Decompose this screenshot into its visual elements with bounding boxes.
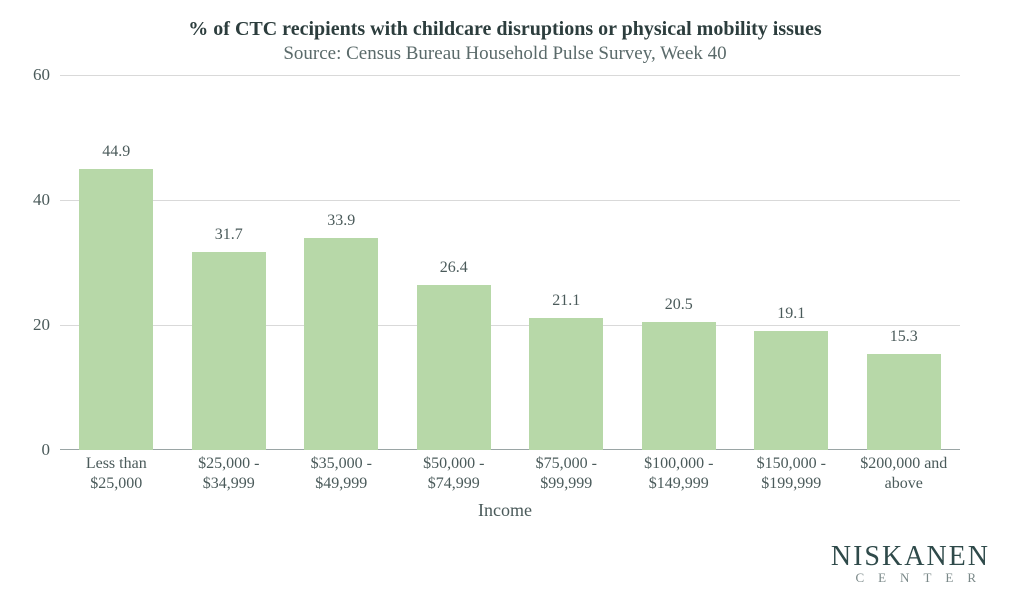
bar-value-label: 31.7 — [215, 226, 243, 244]
bar-value-label: 44.9 — [102, 143, 130, 161]
bar: 21.1 — [529, 318, 603, 450]
bar: 19.1 — [754, 331, 828, 450]
y-tick-label: 20 — [33, 315, 50, 335]
bar: 31.7 — [192, 252, 266, 450]
bar: 20.5 — [642, 322, 716, 450]
chart-title: % of CTC recipients with childcare disru… — [0, 18, 1010, 41]
x-tick-label: $200,000 and above — [848, 454, 961, 494]
gridline — [60, 75, 960, 76]
x-tick-label: $75,000 - $99,999 — [510, 454, 623, 494]
plot-area: 020406044.931.733.926.421.120.519.115.3 — [60, 75, 960, 450]
bar-value-label: 20.5 — [665, 296, 693, 314]
chart-titles: % of CTC recipients with childcare disru… — [0, 0, 1010, 65]
y-tick-label: 60 — [33, 65, 50, 85]
bar: 15.3 — [867, 354, 941, 450]
bar-value-label: 19.1 — [777, 305, 805, 323]
chart-subtitle: Source: Census Bureau Household Pulse Su… — [0, 43, 1010, 65]
x-tick-label: $100,000 - $149,999 — [623, 454, 736, 494]
x-tick-label: $50,000 - $74,999 — [398, 454, 511, 494]
x-axis-title: Income — [0, 500, 1010, 521]
x-tick-label: $35,000 - $49,999 — [285, 454, 398, 494]
y-tick-label: 0 — [42, 440, 51, 460]
bar-value-label: 33.9 — [327, 212, 355, 230]
logo-text-bottom: CENTER — [831, 571, 990, 584]
logo-text-top: NISKANEN — [831, 543, 990, 571]
chart-container: % of CTC recipients with childcare disru… — [0, 0, 1010, 598]
bar-value-label: 15.3 — [890, 328, 918, 346]
gridline — [60, 200, 960, 201]
x-tick-label: $25,000 - $34,999 — [173, 454, 286, 494]
x-tick-label: $150,000 - $199,999 — [735, 454, 848, 494]
y-tick-label: 40 — [33, 190, 50, 210]
bar: 44.9 — [79, 169, 153, 450]
x-tick-label: Less than $25,000 — [60, 454, 173, 494]
bar-value-label: 26.4 — [440, 259, 468, 277]
niskanen-logo: NISKANEN CENTER — [831, 543, 990, 584]
bar: 26.4 — [417, 285, 491, 450]
bar-value-label: 21.1 — [552, 292, 580, 310]
bar: 33.9 — [304, 238, 378, 450]
